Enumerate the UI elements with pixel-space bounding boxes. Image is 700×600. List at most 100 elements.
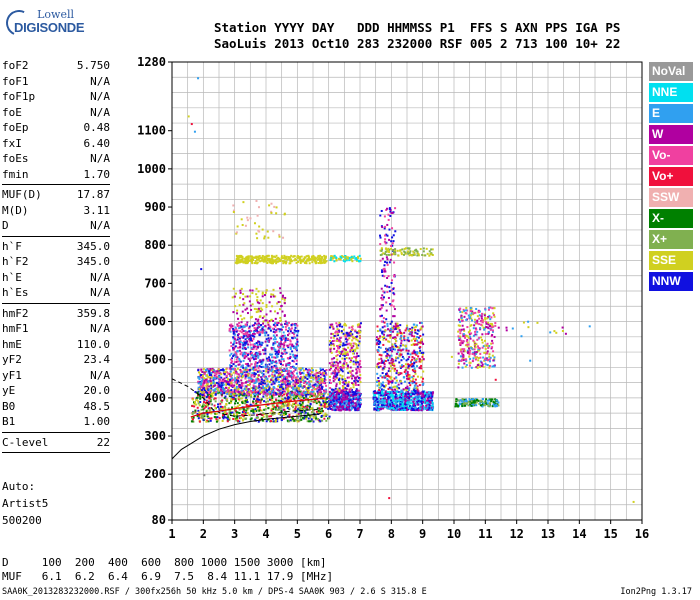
echo-point	[378, 362, 381, 365]
echo-point	[248, 338, 251, 341]
echo-point	[272, 230, 275, 233]
echo-point	[315, 374, 318, 377]
echo-point	[269, 329, 272, 332]
echo-point	[345, 394, 348, 397]
echo-point	[253, 307, 256, 310]
echo-point	[267, 392, 270, 395]
echo-point	[374, 394, 377, 397]
echo-point	[335, 383, 338, 386]
echo-point	[341, 401, 344, 404]
echo-point	[235, 353, 238, 356]
echo-point	[232, 385, 235, 388]
echo-point	[223, 377, 226, 380]
echo-point	[198, 376, 201, 379]
echo-point	[263, 379, 266, 382]
echo-point	[236, 334, 239, 337]
echo-point	[239, 289, 242, 292]
echo-point	[212, 409, 215, 412]
echo-point	[339, 403, 342, 406]
echo-point	[353, 349, 356, 352]
echo-point	[348, 388, 351, 391]
echo-point	[267, 340, 270, 343]
echo-point	[206, 385, 209, 388]
echo-point	[293, 374, 296, 377]
echo-point	[268, 204, 271, 207]
echo-point	[338, 392, 341, 395]
echo-point	[322, 260, 325, 263]
echo-point	[312, 391, 315, 394]
echo-point	[332, 400, 335, 403]
echo-point	[252, 410, 255, 413]
echo-point	[336, 337, 339, 340]
echo-point	[236, 372, 239, 375]
echo-point	[349, 332, 352, 335]
echo-point	[387, 395, 390, 398]
echo-point	[273, 393, 276, 396]
echo-point	[203, 413, 206, 416]
echo-point	[243, 402, 246, 405]
echo-point	[291, 416, 294, 419]
echo-point	[203, 415, 206, 418]
echo-point	[329, 407, 332, 410]
echo-point	[416, 408, 419, 411]
echo-point	[401, 390, 404, 393]
echo-point	[261, 383, 264, 386]
echo-point	[226, 381, 229, 384]
echo-point	[250, 258, 253, 261]
echo-point	[325, 369, 328, 372]
echo-point	[374, 396, 377, 399]
echo-point	[315, 260, 318, 263]
echo-point	[347, 332, 350, 335]
echo-point	[308, 259, 311, 262]
echo-point	[284, 402, 287, 405]
echo-point	[346, 338, 349, 341]
echo-point	[268, 339, 271, 342]
echo-point	[209, 419, 212, 422]
logo-line1: Lowell	[37, 8, 74, 21]
echo-point	[288, 413, 291, 416]
echo-point	[261, 372, 264, 375]
echo-point	[418, 398, 421, 401]
echo-point	[200, 380, 203, 383]
echo-point	[390, 391, 393, 394]
echo-point	[198, 416, 201, 419]
echo-point	[348, 337, 351, 340]
echo-point	[358, 370, 361, 373]
echo-point	[212, 380, 215, 383]
echo-point	[232, 371, 235, 374]
echo-point	[354, 404, 357, 407]
echo-point	[287, 256, 290, 259]
echo-point	[253, 355, 256, 358]
echo-point	[422, 333, 425, 336]
echo-point	[292, 355, 295, 358]
echo-point	[198, 387, 201, 390]
echo-point	[346, 365, 349, 368]
echo-point	[279, 386, 282, 389]
echo-point	[283, 342, 286, 345]
echo-point	[242, 415, 245, 418]
echo-point	[288, 332, 291, 335]
echo-point	[405, 392, 408, 395]
echo-point	[338, 396, 341, 399]
echo-point	[245, 381, 248, 384]
echo-point	[280, 255, 283, 258]
echo-point	[396, 408, 399, 411]
echo-point	[232, 337, 235, 340]
echo-point	[416, 336, 419, 339]
echo-point	[220, 381, 223, 384]
echo-point	[333, 372, 336, 375]
echo-point	[320, 411, 323, 414]
echo-point	[240, 407, 243, 410]
echo-point	[338, 380, 341, 383]
echo-point	[241, 310, 244, 313]
echo-point	[278, 342, 281, 345]
echo-point	[300, 259, 303, 262]
echo-point	[282, 358, 285, 361]
echo-point	[261, 316, 264, 319]
echo-point	[252, 389, 255, 392]
echo-point	[275, 362, 278, 365]
echo-point	[339, 368, 342, 371]
echo-point	[266, 418, 269, 421]
echo-point	[402, 397, 405, 400]
echo-point	[219, 389, 222, 392]
